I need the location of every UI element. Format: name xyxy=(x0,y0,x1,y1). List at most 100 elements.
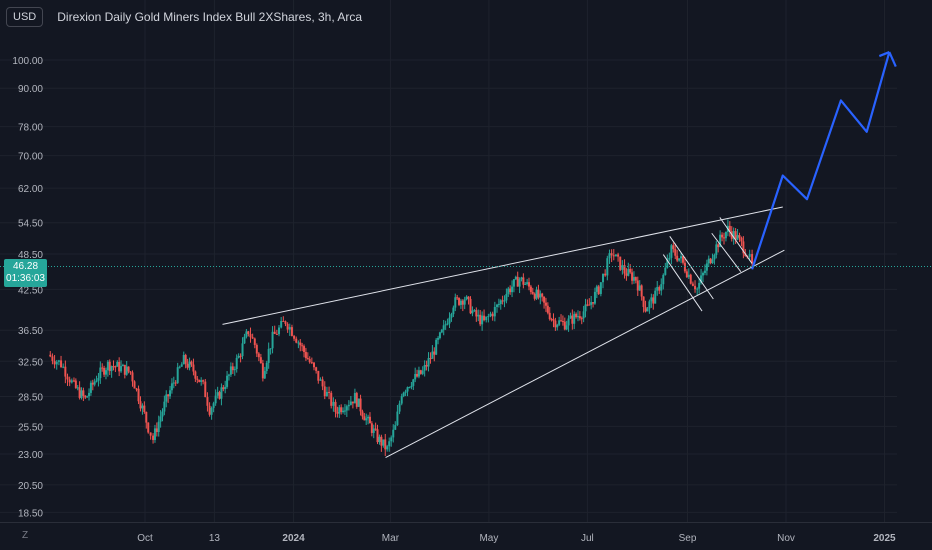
candle-body xyxy=(253,338,256,345)
candle-body xyxy=(328,391,331,393)
candle-body xyxy=(668,257,671,260)
candle-body xyxy=(120,366,123,372)
candle-body xyxy=(282,320,285,322)
x-tick-label: Mar xyxy=(382,533,400,544)
candle-body xyxy=(247,331,250,335)
candle-body xyxy=(406,387,409,392)
candle-body xyxy=(580,318,583,320)
candle-body xyxy=(414,373,417,380)
candle-body xyxy=(642,296,645,307)
candle-body xyxy=(656,287,659,291)
candle-body xyxy=(143,405,146,413)
candle-body xyxy=(658,287,661,291)
candle-body xyxy=(131,372,134,382)
candle-body xyxy=(475,310,478,317)
candle-body xyxy=(72,380,75,382)
candle-body xyxy=(222,387,225,390)
candle-body xyxy=(255,344,258,354)
candle-body xyxy=(204,381,207,398)
candle-body xyxy=(724,232,727,239)
candle-body xyxy=(728,225,731,232)
candle-body xyxy=(101,367,104,369)
x-tick-label: 2025 xyxy=(873,533,896,544)
candle-body xyxy=(529,286,532,292)
candle-body xyxy=(51,356,54,361)
candle-body xyxy=(694,285,697,290)
candle-body xyxy=(108,361,111,372)
candle-body xyxy=(408,387,411,389)
candle-body xyxy=(153,428,156,440)
candle-body xyxy=(514,276,517,280)
candle-body xyxy=(231,366,234,371)
candle-body xyxy=(112,366,115,368)
candle-body xyxy=(410,385,413,388)
candle-body xyxy=(448,317,451,324)
candle-body xyxy=(595,286,598,292)
candle-body xyxy=(473,310,476,312)
candle-body xyxy=(97,378,100,381)
candle-body xyxy=(188,361,191,368)
candle-body xyxy=(400,396,403,404)
candle-body xyxy=(365,418,368,421)
candle-body xyxy=(147,422,150,433)
candle-body xyxy=(60,360,63,368)
candle-body xyxy=(563,321,566,330)
candle-body xyxy=(477,314,480,317)
candle-body xyxy=(751,254,754,264)
candle-body xyxy=(660,284,663,291)
candle-body xyxy=(372,428,375,433)
candle-body xyxy=(116,361,119,367)
candle-body xyxy=(121,364,124,367)
candle-body xyxy=(625,273,628,276)
candle-body xyxy=(227,374,230,376)
candle-body xyxy=(284,321,287,324)
candle-body xyxy=(304,352,307,359)
candle-body xyxy=(251,337,254,339)
candle-body xyxy=(295,338,298,343)
candle-body xyxy=(308,359,311,363)
candle-body xyxy=(200,380,203,382)
candle-body xyxy=(662,274,665,285)
x-tick-label: Nov xyxy=(777,533,795,544)
candle-body xyxy=(592,302,595,304)
candle-body xyxy=(233,369,236,371)
candle-body xyxy=(186,363,189,368)
candle-body xyxy=(312,362,315,368)
candle-body xyxy=(110,366,113,372)
candle-body xyxy=(732,231,735,239)
y-tick-label: 20.50 xyxy=(18,481,43,492)
candle-body xyxy=(552,319,555,321)
candle-body xyxy=(511,286,514,293)
candle-body xyxy=(709,258,712,264)
candle-body xyxy=(664,267,667,275)
candle-body xyxy=(319,379,322,381)
candle-body xyxy=(359,398,362,412)
zoom-label[interactable]: Z xyxy=(22,530,29,541)
candle-body xyxy=(343,410,346,412)
currency-button[interactable]: USD xyxy=(6,7,44,27)
candle-body xyxy=(192,364,195,372)
x-tick-label: Sep xyxy=(679,533,697,544)
candle-body xyxy=(556,324,559,328)
candle-body xyxy=(278,327,281,335)
candle-body xyxy=(503,300,506,302)
candle-body xyxy=(174,382,177,384)
candle-body xyxy=(561,320,564,322)
candle-body xyxy=(485,316,488,321)
candle-body xyxy=(614,254,617,257)
candle-body xyxy=(325,391,328,397)
candle-body xyxy=(465,296,468,300)
candle-body xyxy=(214,395,217,404)
candle-body xyxy=(386,446,389,450)
candle-body xyxy=(347,404,350,407)
candle-body xyxy=(736,235,739,240)
candle-body xyxy=(429,358,432,360)
y-tick-label: 18.50 xyxy=(18,508,43,519)
candle-body xyxy=(632,277,635,281)
candle-body xyxy=(627,269,630,276)
current-price-value: 46.28 xyxy=(12,261,39,272)
candle-body xyxy=(623,265,626,274)
candle-body xyxy=(463,299,466,305)
candle-body xyxy=(599,282,602,294)
